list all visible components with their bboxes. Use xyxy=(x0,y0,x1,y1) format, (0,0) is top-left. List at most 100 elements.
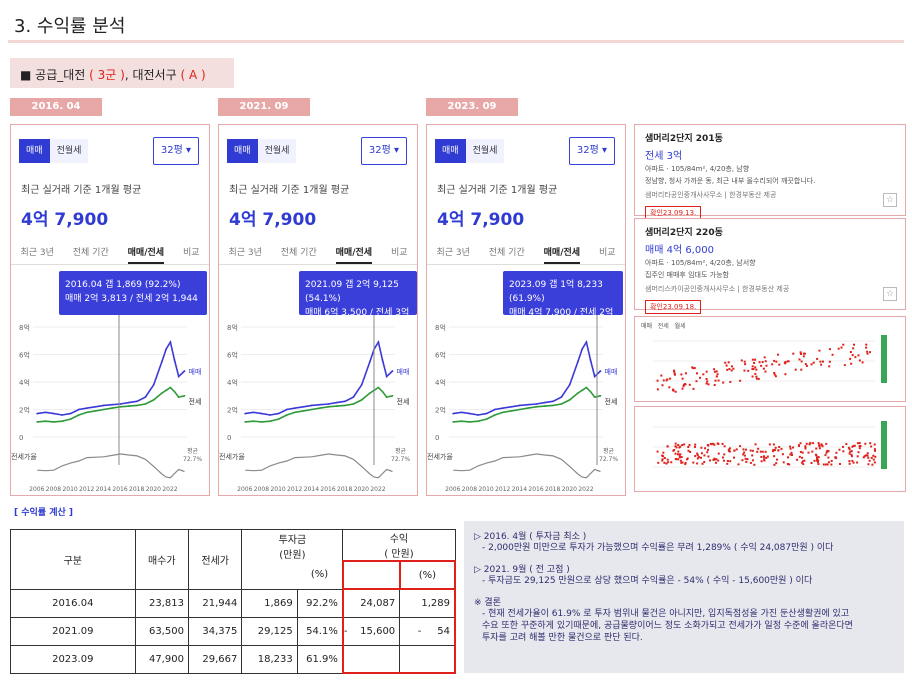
trade-point xyxy=(869,442,872,445)
subtitle-box: ■ 공급_대전 ( 3군 ), 대전서구 ( A ) xyxy=(10,58,234,88)
favorite-star-icon[interactable]: ☆ xyxy=(883,287,897,301)
mini-tab-sale[interactable]: 매매 xyxy=(641,323,653,330)
average-price: 4억 7,900 xyxy=(229,210,317,230)
series-point xyxy=(183,394,186,397)
trade-point xyxy=(662,451,665,454)
trade-point xyxy=(705,377,708,380)
legend-sale: 매매 xyxy=(397,368,410,376)
average-price: 4억 7,900 xyxy=(21,210,109,230)
trade-point xyxy=(754,366,757,369)
avg-label: 평균 xyxy=(395,447,407,455)
conclusion-note: ▷ 2016. 4월 ( 투자금 최소 ) - 2,000만원 미만으로 투자가… xyxy=(464,521,904,673)
favorite-star-icon[interactable]: ☆ xyxy=(883,193,897,207)
trade-point xyxy=(722,381,725,384)
x-tick-label: 2014 xyxy=(512,486,527,493)
tab-sale[interactable]: 매매 xyxy=(435,139,466,163)
period-tab-3[interactable]: 비교 xyxy=(390,248,408,258)
size-select[interactable]: 32평 ▾ xyxy=(153,137,199,165)
trade-point xyxy=(831,353,834,356)
trade-point xyxy=(684,463,687,466)
trade-point xyxy=(672,369,675,372)
y-tick-label: 2억 xyxy=(19,407,30,415)
tab-rent[interactable]: 전월세 xyxy=(257,139,297,163)
mini-tab-monthly[interactable]: 월세 xyxy=(674,323,686,330)
trade-point xyxy=(663,457,666,460)
trade-point xyxy=(800,461,803,464)
period-tab-0[interactable]: 최근 3년 xyxy=(228,248,262,258)
note-heading-2016: ▷ 2016. 4월 ( 투자금 최소 ) xyxy=(474,532,587,542)
period-tabs: 최근 3년 전체 기간 매매/전세 비교 xyxy=(427,241,625,265)
trade-point xyxy=(817,459,820,462)
tab-sale[interactable]: 매매 xyxy=(227,139,258,163)
period-tab-3[interactable]: 비교 xyxy=(182,248,200,258)
trade-point xyxy=(865,454,868,457)
tab-rent[interactable]: 전월세 xyxy=(49,139,89,163)
tab-rent[interactable]: 전월세 xyxy=(465,139,505,163)
chevron-down-icon: ▾ xyxy=(394,145,400,156)
trade-point xyxy=(778,363,781,366)
period-tab-2[interactable]: 매매/전세 xyxy=(543,241,581,264)
x-tick-label: 2008 xyxy=(46,486,61,493)
y-tick-label: 4억 xyxy=(435,379,446,387)
series-point xyxy=(86,407,89,410)
trade-point xyxy=(713,370,716,373)
series-point xyxy=(119,405,122,408)
trade-point xyxy=(749,461,752,464)
size-select-value: 32평 xyxy=(576,145,599,156)
x-tick-label: 2016 xyxy=(112,486,127,493)
header-jeonse: 전세가 xyxy=(187,529,243,590)
size-select[interactable]: 32평 ▾ xyxy=(569,137,615,165)
trade-point xyxy=(856,455,859,458)
series-point xyxy=(173,390,176,393)
trade-point xyxy=(817,456,820,459)
series-point xyxy=(369,392,371,394)
trade-point xyxy=(858,442,861,445)
tab-sale[interactable]: 매매 xyxy=(19,139,50,163)
note-body-conclusion-3: 투자를 고려 해볼 만한 물건으로 판단 된다. xyxy=(482,633,643,643)
x-tick-label: 2016 xyxy=(320,486,335,493)
trade-point xyxy=(828,360,831,363)
trade-point xyxy=(803,352,806,355)
trade-point xyxy=(717,379,720,382)
header-sale: 매수가 xyxy=(134,529,189,590)
trade-point xyxy=(740,359,743,362)
period-tab-1[interactable]: 전체 기간 xyxy=(488,248,525,258)
trade-point xyxy=(758,361,761,364)
trade-point xyxy=(768,443,771,446)
series-point xyxy=(552,400,554,403)
trade-point xyxy=(722,459,725,462)
note-body-conclusion-2: 수요 또한 꾸준하게 있기때문에, 공급물량이어느 정도 소화가되고 전세가가 … xyxy=(482,621,853,631)
size-select[interactable]: 32평 ▾ xyxy=(361,137,407,165)
trade-point xyxy=(724,361,727,364)
chevron-down-icon: ▾ xyxy=(186,145,192,156)
listing-card-201[interactable]: 샘머리2단지 201동 전세 3억 아파트 · 105/84m², 4/20층,… xyxy=(634,124,906,220)
period-tab-0[interactable]: 최근 3년 xyxy=(20,248,54,258)
trade-point xyxy=(871,463,874,466)
listing-agent: 샘머리스카이공인중개사사무소 | 한경부동산 제공 xyxy=(645,285,790,293)
mini-trade-chart-1: 매매 전세 월세 xyxy=(634,316,906,402)
period-tab-1[interactable]: 전체 기간 xyxy=(280,248,317,258)
listing-building: 샘머리2단지 220동 xyxy=(645,228,723,238)
trade-point xyxy=(674,442,677,445)
trade-point xyxy=(713,368,716,371)
price-caption: 최근 실거래 기준 1개월 평균 xyxy=(229,185,350,196)
trade-point xyxy=(717,459,720,462)
mini-tab-jeonse[interactable]: 전세 xyxy=(657,323,669,330)
tooltip-gap: 2021.09 갭 2억 9,125 (54.1%) xyxy=(305,280,399,304)
period-tab-1[interactable]: 전체 기간 xyxy=(72,248,109,258)
trade-point xyxy=(714,461,717,464)
trade-point xyxy=(696,462,699,465)
trade-point xyxy=(714,379,717,382)
period-tab-3[interactable]: 비교 xyxy=(598,248,616,258)
trade-point xyxy=(760,455,763,458)
trade-point xyxy=(820,444,823,447)
period-tab-2[interactable]: 매매/전세 xyxy=(127,241,165,264)
listing-type: 전세 3억 xyxy=(645,151,683,162)
period-tab-0[interactable]: 최근 3년 xyxy=(436,248,470,258)
trade-point xyxy=(713,383,716,386)
series-point xyxy=(552,404,554,407)
period-tab-2[interactable]: 매매/전세 xyxy=(335,241,373,264)
series-point xyxy=(302,409,305,412)
listing-card-220[interactable]: 샘머리2단지 220동 매매 4억 6,000 아파트 · 105/84m², … xyxy=(634,218,906,314)
trade-point xyxy=(746,458,749,461)
